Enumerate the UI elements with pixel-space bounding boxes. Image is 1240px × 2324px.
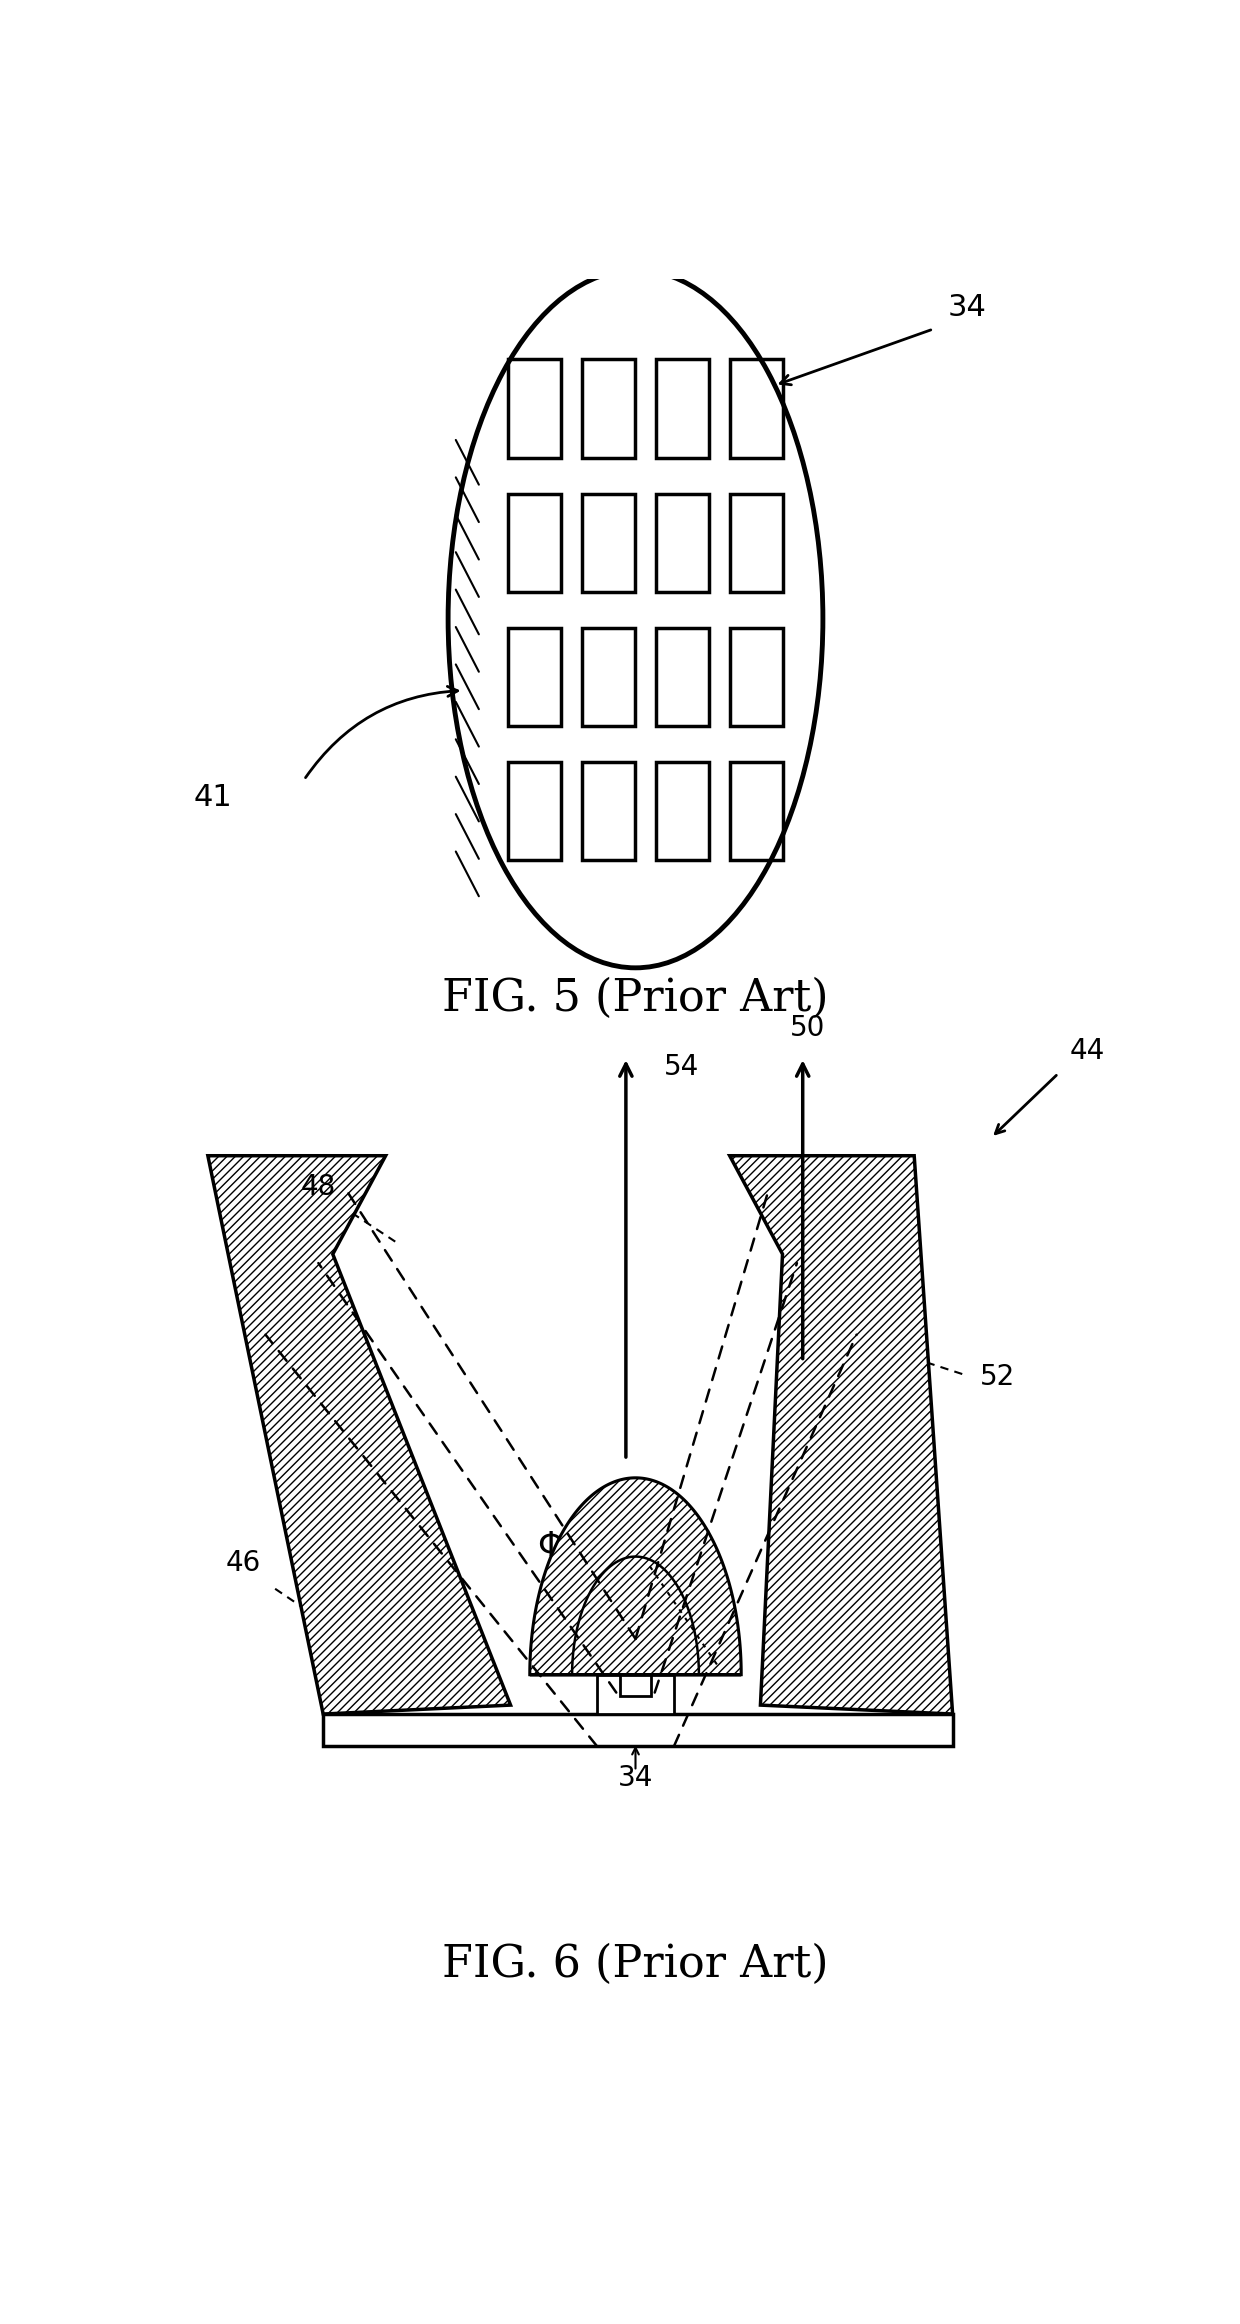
Bar: [507, 493, 560, 593]
Bar: [656, 360, 708, 458]
Text: 34: 34: [947, 293, 987, 321]
Text: 54: 54: [665, 1053, 699, 1081]
Polygon shape: [729, 1155, 952, 1715]
Text: 48: 48: [301, 1174, 336, 1202]
Bar: [729, 762, 782, 860]
Bar: [582, 762, 635, 860]
Polygon shape: [529, 1478, 742, 1676]
Bar: [507, 627, 560, 725]
Text: 41: 41: [193, 783, 232, 813]
Bar: [729, 627, 782, 725]
Text: FIG. 6 (Prior Art): FIG. 6 (Prior Art): [443, 1943, 828, 1987]
Text: 52: 52: [980, 1362, 1014, 1390]
Text: 46: 46: [226, 1548, 262, 1578]
Text: 50: 50: [790, 1013, 825, 1041]
Bar: [729, 360, 782, 458]
Bar: [656, 762, 708, 860]
Text: FIG. 5 (Prior Art): FIG. 5 (Prior Art): [443, 976, 828, 1020]
Bar: [324, 1715, 952, 1745]
Bar: [656, 493, 708, 593]
Text: 34: 34: [618, 1764, 653, 1792]
Text: $\Phi_p$: $\Phi_p$: [537, 1529, 580, 1569]
Bar: [656, 627, 708, 725]
Bar: [620, 1676, 651, 1697]
Bar: [507, 762, 560, 860]
Bar: [582, 360, 635, 458]
Text: 44: 44: [1070, 1037, 1105, 1064]
Text: $\Phi_a$: $\Phi_a$: [653, 1545, 694, 1580]
Bar: [582, 627, 635, 725]
Bar: [507, 360, 560, 458]
Bar: [729, 493, 782, 593]
Polygon shape: [208, 1155, 511, 1715]
Bar: [582, 493, 635, 593]
Bar: [596, 1676, 675, 1715]
